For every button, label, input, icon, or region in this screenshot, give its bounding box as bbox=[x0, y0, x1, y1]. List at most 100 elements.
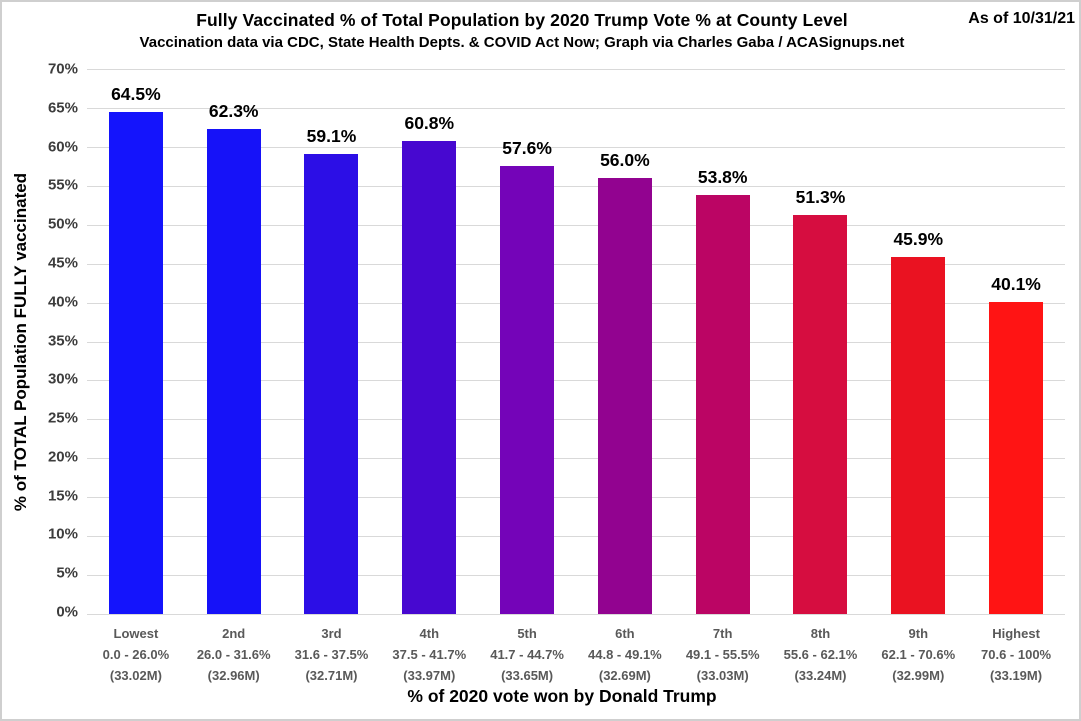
y-tick-label: 55% bbox=[47, 176, 78, 194]
gridline bbox=[87, 146, 1065, 148]
x-category-vote-range: 70.6 - 100% bbox=[981, 646, 1052, 662]
gridline bbox=[87, 224, 1065, 226]
bar-value-label: 51.3% bbox=[795, 186, 846, 207]
gridline bbox=[87, 341, 1065, 343]
x-category-population: (33.19M) bbox=[990, 667, 1043, 683]
gridline bbox=[87, 107, 1065, 109]
x-category-population: (33.24M) bbox=[794, 667, 847, 683]
x-category-rank: 3rd bbox=[321, 626, 342, 641]
gridline bbox=[87, 185, 1065, 187]
x-category-label: Highest 70.6 - 100% (33.19M) bbox=[967, 624, 1065, 686]
bar-column: 45.9% bbox=[869, 69, 967, 614]
bar-value-label: 40.1% bbox=[991, 273, 1041, 294]
y-tick-label: 65% bbox=[47, 99, 78, 117]
bar-value-label: 57.6% bbox=[502, 137, 552, 158]
gridline bbox=[87, 575, 1065, 577]
gridline bbox=[87, 497, 1065, 499]
bars-container: 64.5% 62.3% 59.1% 60.8% 57.6% 56.0% 53.8% 51.3%… bbox=[87, 69, 1065, 614]
x-category-rank: 6th bbox=[615, 626, 635, 641]
bar-column: 60.8% bbox=[380, 69, 478, 614]
x-category-label: 4th 37.5 - 41.7% (33.97M) bbox=[380, 624, 478, 686]
x-category-label: 7th 49.1 - 55.5% (33.03M) bbox=[674, 624, 772, 686]
x-axis-title: % of 2020 vote won by Donald Trump bbox=[407, 686, 717, 706]
x-category-population: (33.97M) bbox=[403, 667, 456, 683]
x-category-population: (33.03M) bbox=[696, 667, 749, 683]
y-tick-label: 35% bbox=[47, 332, 78, 349]
bar-column: 53.8% bbox=[674, 69, 772, 614]
x-category-population: (32.69M) bbox=[598, 667, 651, 683]
gridline bbox=[87, 614, 1065, 615]
gridline bbox=[87, 380, 1065, 382]
x-axis-category-labels: Lowest 0.0 - 26.0% (33.02M) 2nd 26.0 - 31.6%… bbox=[87, 624, 1065, 686]
bar bbox=[597, 178, 652, 614]
x-category-vote-range: 55.6 - 62.1% bbox=[783, 646, 858, 662]
x-category-rank: Highest bbox=[992, 626, 1040, 641]
bar-column: 56.0% bbox=[576, 69, 674, 614]
x-category-population: (33.65M) bbox=[501, 667, 554, 683]
x-category-population: (33.02M) bbox=[109, 667, 162, 683]
x-category-population: (32.99M) bbox=[892, 667, 945, 683]
bar bbox=[108, 111, 163, 614]
y-tick-label: 0% bbox=[56, 603, 78, 621]
bar-column: 51.3% bbox=[772, 69, 870, 614]
chart-subtitle: Vaccination data via CDC, State Health D… bbox=[139, 34, 905, 51]
x-category-rank: 9th bbox=[908, 626, 929, 641]
bar-value-label: 60.8% bbox=[404, 112, 455, 133]
x-category-label: Lowest 0.0 - 26.0% (33.02M) bbox=[87, 624, 185, 686]
y-tick-label: 60% bbox=[47, 138, 78, 156]
y-tick-label: 15% bbox=[47, 487, 78, 505]
bar-column: 57.6% bbox=[478, 69, 576, 614]
x-category-label: 6th 44.8 - 49.1% (32.69M) bbox=[576, 624, 674, 686]
y-tick-label: 45% bbox=[47, 254, 78, 272]
x-category-vote-range: 37.5 - 41.7% bbox=[392, 646, 467, 662]
bar bbox=[500, 165, 555, 614]
gridline bbox=[87, 419, 1065, 421]
x-category-rank: 8th bbox=[810, 626, 831, 641]
bar-value-label: 59.1% bbox=[306, 125, 357, 146]
y-tick-label: 5% bbox=[56, 564, 78, 582]
bar bbox=[695, 195, 750, 614]
bar bbox=[891, 256, 946, 614]
x-category-vote-range: 31.6 - 37.5% bbox=[294, 646, 369, 662]
x-category-label: 5th 41.7 - 44.7% (33.65M) bbox=[478, 624, 576, 686]
y-tick-label: 50% bbox=[47, 215, 78, 233]
bar-value-label: 53.8% bbox=[697, 167, 748, 188]
x-category-vote-range: 44.8 - 49.1% bbox=[588, 646, 662, 662]
x-category-label: 8th 55.6 - 62.1% (33.24M) bbox=[772, 624, 870, 686]
y-tick-label: 30% bbox=[47, 370, 78, 388]
bar bbox=[793, 214, 848, 614]
y-tick-label: 25% bbox=[47, 409, 78, 427]
bar-column: 40.1% bbox=[967, 69, 1065, 614]
x-category-rank: Lowest bbox=[113, 626, 159, 641]
bar bbox=[989, 301, 1044, 614]
x-category-vote-range: 62.1 - 70.6% bbox=[881, 646, 956, 662]
y-axis-tick-labels: 70% 65% 60% 55% 50% 45% 40% 35% 30% 25% 20% 15% 10% 5… bbox=[2, 61, 78, 621]
x-category-vote-range: 41.7 - 44.7% bbox=[490, 646, 564, 662]
x-category-label: 9th 62.1 - 70.6% (32.99M) bbox=[869, 624, 967, 686]
bar bbox=[206, 128, 261, 614]
gridline bbox=[87, 536, 1065, 538]
bar-value-label: 45.9% bbox=[893, 228, 944, 249]
plot-area: 64.5% 62.3% 59.1% 60.8% 57.6% 56.0% 53.8% 51.3%… bbox=[87, 69, 1065, 615]
bar-value-label: 64.5% bbox=[111, 83, 161, 104]
y-tick-label: 40% bbox=[47, 293, 78, 311]
bar-column: 59.1% bbox=[283, 69, 381, 614]
gridline bbox=[87, 263, 1065, 265]
x-category-rank: 5th bbox=[517, 626, 537, 641]
gridline bbox=[87, 458, 1065, 460]
gridline bbox=[87, 302, 1065, 304]
x-category-vote-range: 49.1 - 55.5% bbox=[685, 646, 760, 662]
y-tick-label: 10% bbox=[47, 525, 78, 543]
y-tick-label: 70% bbox=[47, 60, 78, 78]
x-category-vote-range: 0.0 - 26.0% bbox=[102, 646, 170, 662]
x-category-rank: 7th bbox=[712, 626, 733, 641]
x-category-label: 2nd 26.0 - 31.6% (32.96M) bbox=[185, 624, 283, 686]
y-tick-label: 20% bbox=[47, 448, 78, 466]
x-category-rank: 4th bbox=[419, 626, 440, 641]
chart-title: Fully Vaccinated % of Total Population b… bbox=[196, 10, 848, 30]
bar-value-label: 62.3% bbox=[208, 100, 259, 121]
gridline bbox=[87, 69, 1065, 70]
as-of-date-label: As of 10/31/21 bbox=[968, 10, 1075, 27]
x-category-rank: 2nd bbox=[222, 626, 246, 641]
